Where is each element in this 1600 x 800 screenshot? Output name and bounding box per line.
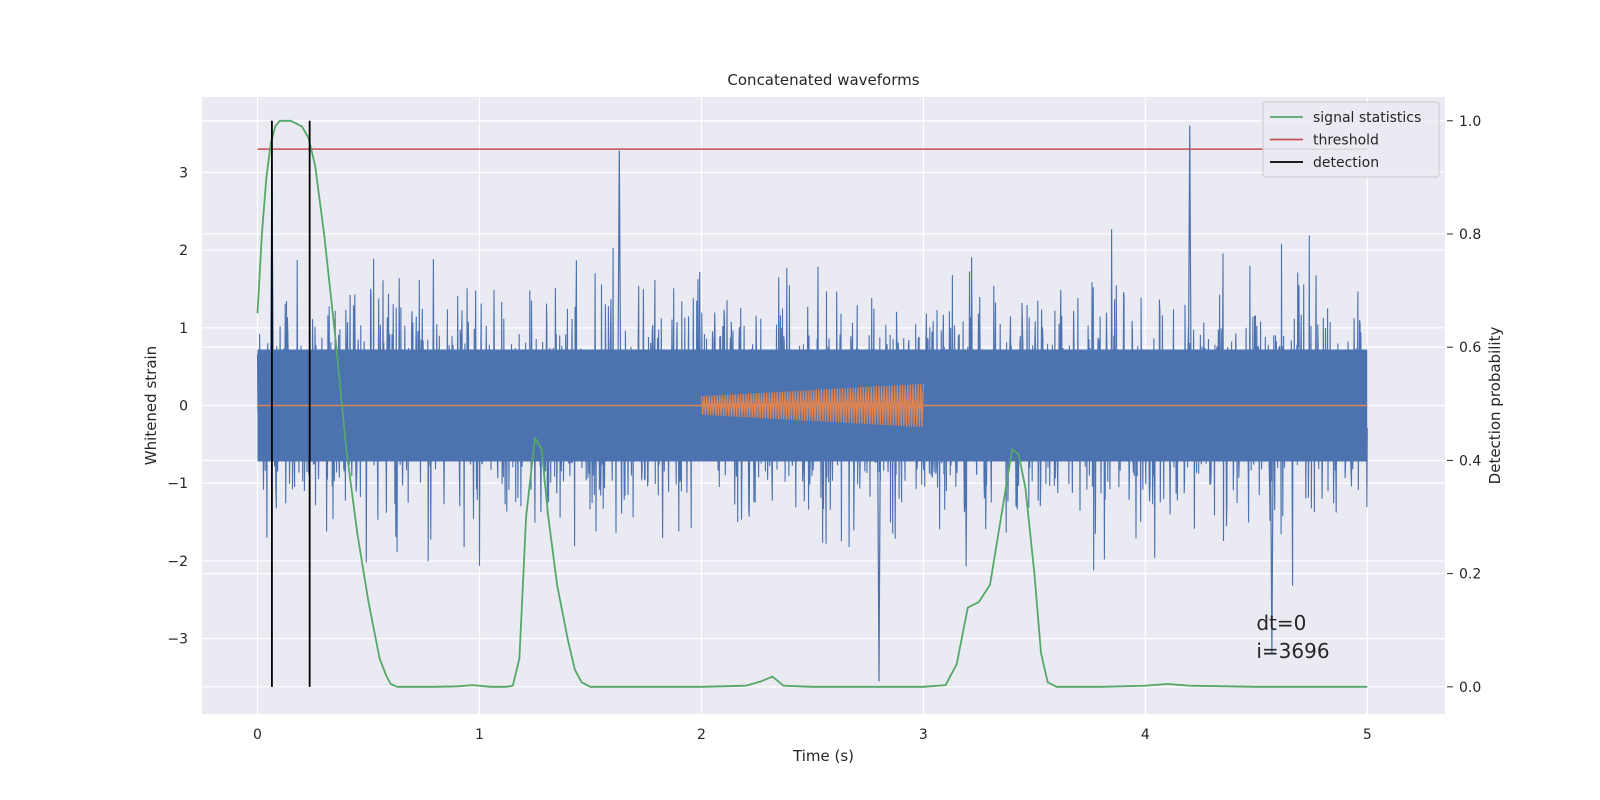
noise-peak <box>1187 125 1192 406</box>
y2-tick-label: 0.0 <box>1459 680 1481 696</box>
y2-axis-label: Detection probability <box>1486 327 1504 485</box>
ticks: 0 1 2 3 4 5 −3 −2 −1 0 1 2 3 0.0 0.2 0.4 0.6 0.8 1.0 <box>167 114 1481 743</box>
y-tick-label: −2 <box>167 554 188 570</box>
y-tick-label: −3 <box>167 632 188 648</box>
y-tick-label: −1 <box>167 476 188 492</box>
signal-statistics-line <box>256 119 1368 688</box>
x-tick-label: 2 <box>697 727 706 743</box>
noise-peak <box>1269 405 1274 655</box>
annotation-index: i=3696 <box>1256 639 1329 663</box>
y2-tick-label: 1.0 <box>1459 114 1481 130</box>
legend-label-detection: detection <box>1313 155 1379 171</box>
y2-tick-label: 0.6 <box>1459 340 1481 356</box>
y2-tick-label: 0.2 <box>1459 567 1481 583</box>
data-layer <box>256 119 1368 688</box>
x-tick-label: 0 <box>253 727 262 743</box>
legend-label-signal-statistics: signal statistics <box>1313 110 1421 126</box>
x-tick-label: 1 <box>475 727 484 743</box>
y-tick-label: 0 <box>179 399 188 415</box>
chart-title: Concatenated waveforms <box>727 71 919 89</box>
noise-peak <box>617 150 622 406</box>
legend-box <box>1262 101 1440 178</box>
x-tick-label: 3 <box>919 727 928 743</box>
y-axis-label: Whitened strain <box>142 346 160 465</box>
legend: signal statistics threshold detection <box>1262 101 1440 178</box>
x-axis-label: Time (s) <box>792 747 854 765</box>
y2-tick-label: 0.4 <box>1459 453 1481 469</box>
y2-tick-label: 0.8 <box>1459 227 1481 243</box>
x-tick-label: 5 <box>1363 727 1372 743</box>
annotation-dt: dt=0 <box>1256 611 1306 635</box>
y-tick-label: 2 <box>179 243 188 259</box>
y-tick-label: 3 <box>179 165 188 181</box>
injection-chirp-line <box>700 383 924 428</box>
y-tick-label: 1 <box>179 321 188 337</box>
legend-label-threshold: threshold <box>1313 133 1379 149</box>
x-tick-label: 4 <box>1141 727 1150 743</box>
